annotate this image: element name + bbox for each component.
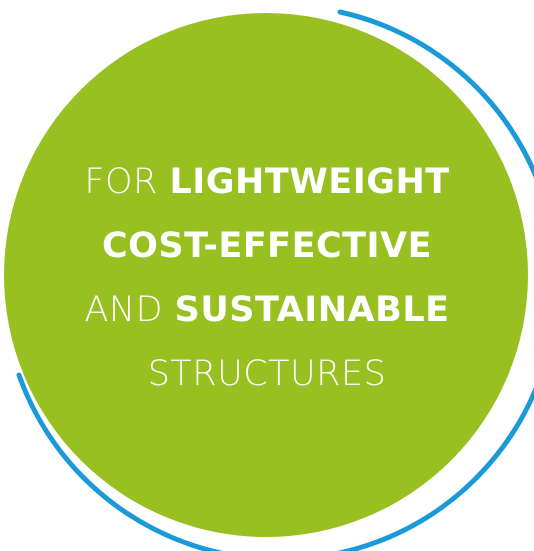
slogan-line-4: STRUCTURES	[60, 342, 474, 406]
slogan-line-2-bold: COST-EFFECTIVE	[101, 226, 433, 266]
blue-arc	[16, 9, 534, 551]
slogan-line-2: COST-EFFECTIVE	[60, 214, 474, 278]
slogan-line-1-light: FOR	[84, 162, 170, 202]
slogan-line-3-light: AND	[84, 290, 175, 330]
slogan-line-3-bold: SUSTAINABLE	[174, 290, 450, 330]
slogan-line-1: FOR LIGHTWEIGHT	[60, 150, 474, 214]
slogan: FOR LIGHTWEIGHT COST-EFFECTIVE AND SUSTA…	[60, 150, 474, 406]
slogan-line-3: AND SUSTAINABLE	[60, 278, 474, 342]
slogan-line-4-light: STRUCTURES	[147, 354, 387, 394]
slogan-line-1-bold: LIGHTWEIGHT	[169, 162, 450, 202]
green-circle	[4, 13, 528, 537]
